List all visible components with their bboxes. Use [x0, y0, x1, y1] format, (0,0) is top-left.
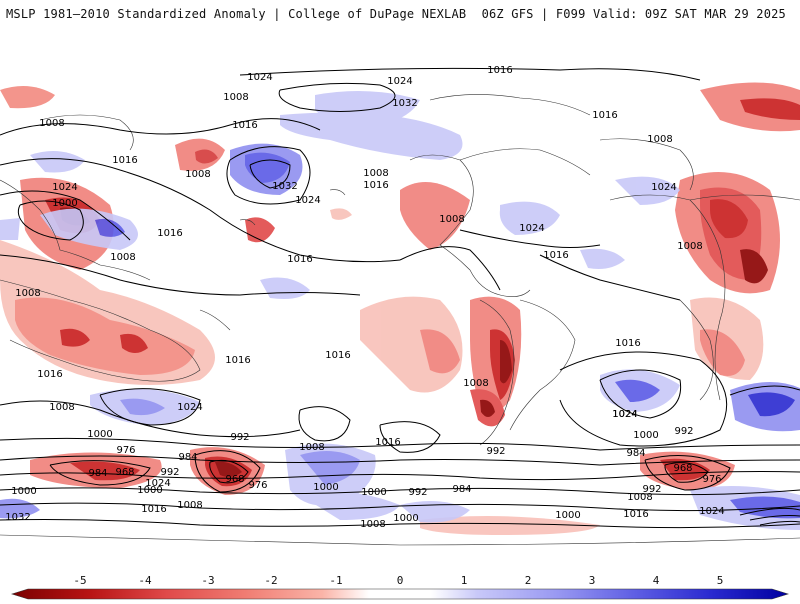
isobar-label: 1016 — [325, 350, 350, 361]
isobar-label: 1008 — [463, 378, 488, 389]
isobar-label: 1008 — [627, 492, 652, 503]
isobar-label: 968 — [225, 474, 244, 485]
isobar-label: 1008 — [647, 134, 672, 145]
colorbar-tick-labels: -5 -4 -3 -2 -1 0 1 2 3 4 5 — [73, 574, 723, 587]
coastlines — [0, 94, 800, 546]
isobar-label: 992 — [230, 432, 249, 443]
isobar-label: 984 — [626, 448, 645, 459]
header: MSLP 1981–2010 Standardized Anomaly | Co… — [0, 0, 800, 28]
isobar-label: 1016 — [232, 120, 257, 131]
isobar-label: 1008 — [185, 169, 210, 180]
colorbar-tick-label: 3 — [589, 574, 596, 587]
isobar-label: 1016 — [287, 254, 312, 265]
isobar-label: 976 — [702, 474, 721, 485]
isobar-label: 968 — [115, 467, 134, 478]
isobar-label: 1016 — [363, 180, 388, 191]
isobar-label: 1016 — [157, 228, 182, 239]
isobar-label: 992 — [486, 446, 505, 457]
colorbar-ramp — [10, 588, 790, 600]
isobar-label: 1008 — [110, 252, 135, 263]
isobar-label: 1024 — [612, 409, 637, 420]
isobar-label: 1000 — [633, 430, 658, 441]
map-title: MSLP 1981–2010 Standardized Anomaly | Co… — [6, 7, 467, 21]
isobar-labels: 1016102410321008100010241016100810081016… — [5, 65, 724, 530]
anomaly-colorbar: -5 -4 -3 -2 -1 0 1 2 3 4 5 — [0, 560, 800, 600]
colorbar-tick-label: 1 — [461, 574, 468, 587]
isobar-label: 1024 — [651, 182, 676, 193]
isobar-label: 1024 — [519, 223, 544, 234]
colorbar-tick-label: -4 — [138, 574, 152, 587]
isobar-label: 1008 — [39, 118, 64, 129]
isobar-label: 1008 — [677, 241, 702, 252]
isobar-label: 1000 — [11, 486, 36, 497]
isobar-label: 1016 — [615, 338, 640, 349]
isobar-label: 984 — [178, 452, 197, 463]
isobar-label: 1008 — [360, 519, 385, 530]
isobar-label: 992 — [674, 426, 693, 437]
isobar-label: 1000 — [137, 485, 162, 496]
isobar-label: 1024 — [145, 478, 170, 489]
isobar-label: 1000 — [313, 482, 338, 493]
isobar-label: 1032 — [392, 98, 417, 109]
isobar-label: 1008 — [177, 500, 202, 511]
isobar-label: 1016 — [112, 155, 137, 166]
colorbar-tick-label: -2 — [264, 574, 277, 587]
isobar-label: 984 — [452, 484, 471, 495]
isobar-label: 1024 — [295, 195, 320, 206]
isobar-label: 1008 — [223, 92, 248, 103]
isobar-label: 1000 — [361, 487, 386, 498]
isobar-label: 1008 — [49, 402, 74, 413]
colorbar-tick-label: -3 — [201, 574, 214, 587]
isobar-label: 968 — [673, 463, 692, 474]
isobar-label: 1016 — [543, 250, 568, 261]
colorbar-tick-label: 5 — [717, 574, 724, 587]
isobar-label: 1016 — [37, 369, 62, 380]
isobar-label: 1024 — [387, 76, 412, 87]
isobar-label: 1016 — [592, 110, 617, 121]
colorbar-tick-label: -1 — [329, 574, 342, 587]
isobar-label: 1032 — [272, 181, 297, 192]
isobar-label: 1008 — [299, 442, 324, 453]
isobar-label: 1016 — [141, 504, 166, 515]
isobar-label: 1024 — [177, 402, 202, 413]
isobar-label: 976 — [248, 480, 267, 491]
isobar-label: 1008 — [363, 168, 388, 179]
isobar-label: 1008 — [439, 214, 464, 225]
model-valid-time: 06Z GFS | F099 Valid: 09Z SAT MAR 29 202… — [481, 7, 786, 21]
colorbar-tick-label: -5 — [73, 574, 86, 587]
isobar-label: 1016 — [375, 437, 400, 448]
world-pressure-map: 1016 1024 1032 1008 1000 1024 1016 1008 1008 1016… — [0, 40, 800, 558]
isobar-label: 976 — [116, 445, 135, 456]
isobar-label: 1032 — [5, 512, 30, 523]
isobar-label: 1000 — [555, 510, 580, 521]
isobar-label: 1016 — [623, 509, 648, 520]
isobar-label: 1024 — [52, 182, 77, 193]
isobar-label: 1016 — [225, 355, 250, 366]
isobar-label: 1000 — [87, 429, 112, 440]
isobar-label: 1008 — [15, 288, 40, 299]
isobar-label: 1000 — [393, 513, 418, 524]
isobar-label: 992 — [642, 484, 661, 495]
isobar-label: 1016 — [487, 65, 512, 76]
colorbar-tick-label: 2 — [525, 574, 532, 587]
colorbar-tick-label: 4 — [653, 574, 660, 587]
isobar-label: 1024 — [699, 506, 724, 517]
isobar-label: 992 — [408, 487, 427, 498]
isobar-label: 992 — [160, 467, 179, 478]
isobars — [0, 67, 800, 529]
isobar-label: 1024 — [612, 409, 637, 420]
isobar-label: 1000 — [52, 198, 77, 209]
isobar-label: 984 — [88, 468, 107, 479]
isobar-label: 1024 — [247, 72, 272, 83]
colorbar-tick-label: 0 — [397, 574, 404, 587]
